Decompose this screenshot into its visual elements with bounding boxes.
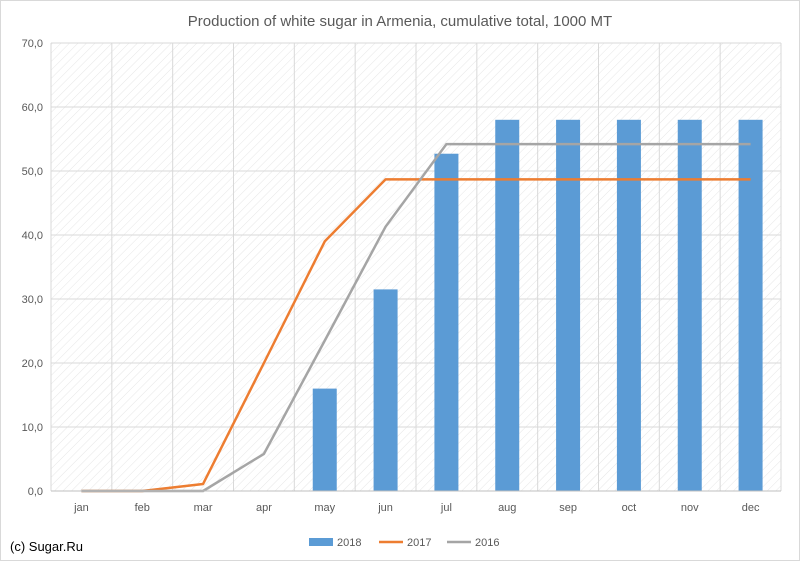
bar-2018-nov xyxy=(677,119,702,492)
x-tick-label: may xyxy=(314,502,335,514)
legend-label-2018: 2018 xyxy=(337,537,361,549)
bar-2018-dec xyxy=(738,119,763,492)
x-tick-label: oct xyxy=(622,502,637,514)
y-tick-label: 60,0 xyxy=(22,102,43,114)
y-tick-label: 30,0 xyxy=(22,294,43,306)
credit-text: (c) Sugar.Ru xyxy=(10,539,83,554)
legend-label-2016: 2016 xyxy=(475,537,499,549)
x-tick-label: feb xyxy=(135,502,150,514)
line-2017 xyxy=(81,178,751,493)
y-tick-label: 20,0 xyxy=(22,358,43,370)
y-tick-label: 50,0 xyxy=(22,166,43,178)
x-tick-label: jul xyxy=(440,502,452,514)
x-tick-label: aug xyxy=(498,502,516,514)
x-tick-label: dec xyxy=(742,502,760,514)
y-tick-label: 40,0 xyxy=(22,230,43,242)
x-tick-label: mar xyxy=(194,502,213,514)
y-tick-label: 70,0 xyxy=(22,38,43,50)
bar-2018-may xyxy=(312,388,337,491)
x-tick-label: jun xyxy=(377,502,393,514)
bar-2018-jul xyxy=(434,153,459,491)
y-tick-label: 0,0 xyxy=(28,486,43,498)
bar-2018-aug xyxy=(495,119,520,492)
x-tick-label: apr xyxy=(256,502,272,514)
legend-label-2017: 2017 xyxy=(407,537,431,549)
chart-title: Production of white sugar in Armenia, cu… xyxy=(187,13,613,30)
legend-swatch-2018 xyxy=(309,538,333,546)
x-tick-label: nov xyxy=(681,502,699,514)
y-tick-label: 10,0 xyxy=(22,422,43,434)
bar-2018-jun xyxy=(373,289,398,491)
bar-2018-oct xyxy=(616,119,641,492)
x-tick-label: sep xyxy=(559,502,577,514)
x-tick-label: jan xyxy=(73,502,89,514)
bar-2018-sep xyxy=(556,119,581,492)
